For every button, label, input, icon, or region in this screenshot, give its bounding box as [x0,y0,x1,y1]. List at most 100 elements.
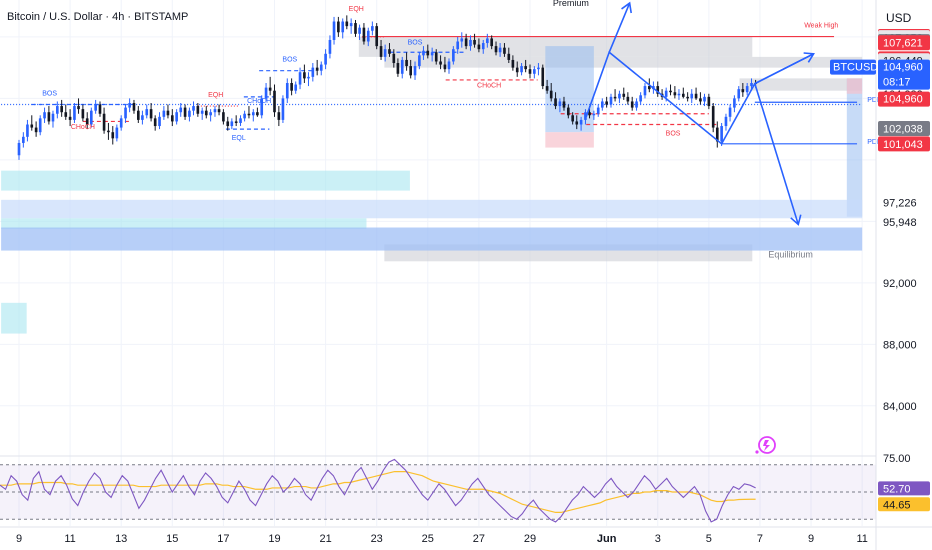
candle[interactable] [430,47,434,62]
candle[interactable] [200,107,204,120]
candle[interactable] [98,101,102,117]
candle[interactable] [426,44,430,59]
candle[interactable] [439,55,442,70]
candle[interactable] [328,35,332,59]
candle[interactable] [85,112,89,130]
candle[interactable] [686,92,689,102]
candle[interactable] [515,61,519,77]
candle[interactable] [460,32,464,48]
candle[interactable] [251,109,255,122]
candle[interactable] [545,79,549,94]
candle[interactable] [192,101,195,116]
candle[interactable] [643,83,647,99]
candle[interactable] [498,43,502,57]
candle[interactable] [737,86,741,102]
candle[interactable] [243,110,246,122]
candle[interactable] [396,58,400,77]
candle[interactable] [584,109,587,125]
candle[interactable] [341,18,345,39]
candle[interactable] [149,102,153,122]
candle[interactable] [375,23,379,50]
candle[interactable] [622,87,626,100]
candle[interactable] [520,63,523,76]
price-label-badge[interactable]: 102,038 [878,121,930,137]
candle[interactable] [51,110,55,128]
candle[interactable] [452,46,455,65]
candle[interactable] [418,52,421,70]
candle[interactable] [400,56,404,79]
candle[interactable] [145,104,149,119]
candle[interactable] [533,66,536,79]
candle[interactable] [626,92,630,105]
candle[interactable] [290,78,293,96]
candle[interactable] [371,21,374,36]
candle[interactable] [166,104,170,119]
candle[interactable] [128,98,131,113]
candle[interactable] [486,33,489,48]
candle[interactable] [618,90,621,103]
candle[interactable] [162,106,166,120]
price-label-badge[interactable]: 101,043 [878,136,930,152]
candle[interactable] [345,15,349,30]
candle[interactable] [507,47,511,64]
candle[interactable] [47,106,51,125]
rsi-value-badge[interactable]: 52.70 [878,481,930,496]
time-axis[interactable]: 9 11 13 15 17 19 21 23 25 27 29 Jun 3 5 7 9 11 [0,526,932,545]
candle[interactable] [170,109,174,127]
candle[interactable] [596,104,600,117]
candle[interactable] [481,39,485,54]
candle[interactable] [68,109,72,127]
candle[interactable] [422,46,425,60]
candle[interactable] [294,81,298,94]
candle[interactable] [94,99,97,114]
candle[interactable] [77,98,80,114]
candle[interactable] [741,83,745,97]
candle[interactable] [366,27,370,47]
candle[interactable] [179,102,183,117]
candle[interactable] [136,106,140,123]
price-label-badge[interactable]: 97,226 [878,195,930,211]
candle[interactable] [124,104,127,123]
candle[interactable] [715,121,719,148]
candle[interactable] [728,104,732,122]
candle[interactable] [285,78,289,103]
rsi-ma-badge[interactable]: 44.65 [878,497,930,512]
candle[interactable] [490,35,493,50]
candle[interactable] [707,93,711,110]
candle[interactable] [260,95,264,119]
candle[interactable] [56,101,59,119]
candle[interactable] [554,92,557,110]
candle[interactable] [549,83,553,102]
candle[interactable] [209,109,212,122]
candle[interactable] [256,107,259,117]
candle[interactable] [64,104,68,120]
candle[interactable] [528,64,532,79]
candle[interactable] [107,122,110,140]
candle[interactable] [213,106,217,117]
candle[interactable] [204,106,208,119]
current-price-badge[interactable]: BTCUSD 104,960 08:17 [830,59,930,90]
candle[interactable] [89,107,93,128]
candle[interactable] [349,18,353,34]
candle[interactable] [503,43,506,57]
candle[interactable] [17,139,21,160]
candle[interactable] [315,59,319,76]
candle[interactable] [30,115,34,131]
candle[interactable] [388,43,391,57]
candle[interactable] [613,89,617,102]
currency-label[interactable]: USD [886,11,912,25]
candle[interactable] [119,115,123,131]
candle[interactable] [745,83,749,96]
candle[interactable] [464,33,468,50]
candle[interactable] [222,109,225,125]
candle[interactable] [524,59,527,73]
candle[interactable] [102,107,106,134]
price-axis[interactable]: 92,00088,00084,000108,022107,953107,6901… [830,0,930,550]
candle[interactable] [711,102,715,133]
candle[interactable] [362,23,366,45]
candle[interactable] [73,102,76,123]
candle[interactable] [141,110,144,125]
candle[interactable] [234,115,238,127]
candle[interactable] [677,89,681,100]
rsi-pane[interactable] [0,455,876,523]
